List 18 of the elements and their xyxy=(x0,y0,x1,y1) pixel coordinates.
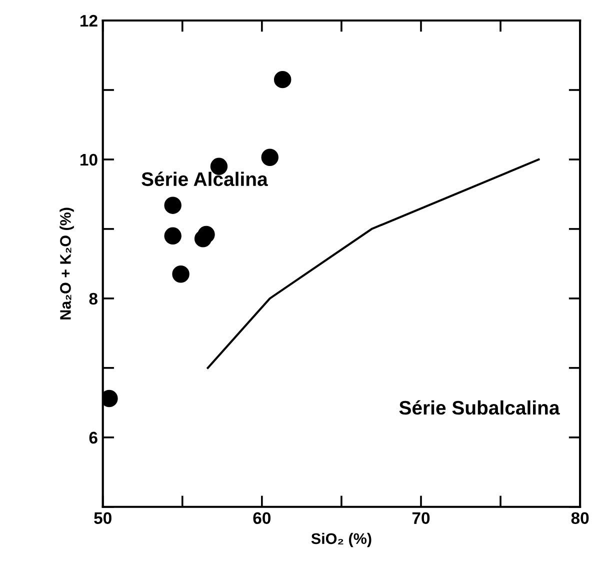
annotation: Série Subalcalina xyxy=(399,400,560,415)
point xyxy=(198,226,215,244)
y-tick-label: 6 xyxy=(89,432,98,444)
y-axis-title: Na₂O + K₂O (%) xyxy=(60,208,74,320)
x-tick-label: 50 xyxy=(94,512,112,524)
point xyxy=(164,196,182,214)
point xyxy=(164,227,182,245)
x-tick-label: 70 xyxy=(412,512,430,524)
y-tick-label: 8 xyxy=(89,292,98,305)
y-tick-label: 10 xyxy=(80,154,98,166)
x-axis-title: SiO₂ (%) xyxy=(311,532,372,548)
x-tick-label: 60 xyxy=(253,512,271,524)
point xyxy=(274,70,292,88)
y-tick-label: 12 xyxy=(80,14,98,27)
point xyxy=(172,266,190,283)
annotation: Série Alcalina xyxy=(142,172,268,186)
point xyxy=(261,148,278,166)
x-tick-label: 80 xyxy=(571,512,589,524)
